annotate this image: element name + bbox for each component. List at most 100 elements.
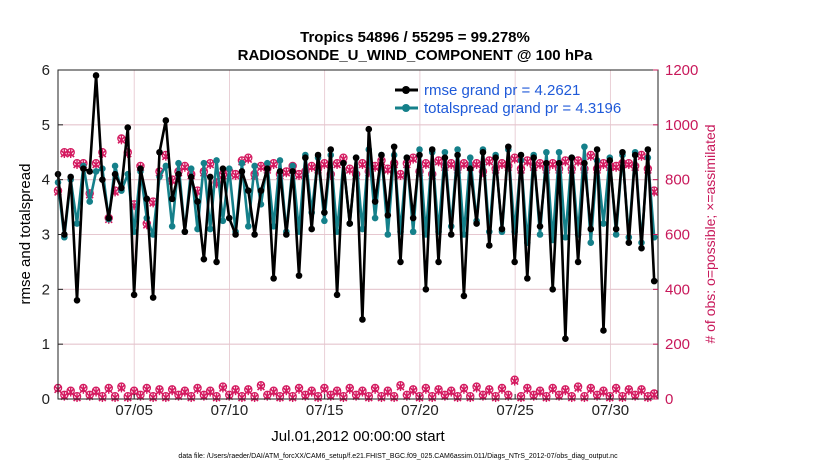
obs-assimilated-marker bbox=[542, 393, 551, 403]
rmse-point bbox=[536, 222, 544, 230]
totalspread-point bbox=[175, 159, 182, 167]
obs-assimilated-marker bbox=[295, 171, 303, 180]
obs-assimilated-marker bbox=[250, 393, 259, 403]
rmse-point bbox=[403, 154, 411, 162]
legend-rmse-label: rmse grand pr = 4.2621 bbox=[424, 82, 580, 99]
rmse-point bbox=[524, 275, 531, 282]
totalspread-point bbox=[600, 220, 607, 227]
obs-assimilated-marker bbox=[485, 386, 494, 396]
obs-assimilated-marker bbox=[453, 393, 462, 403]
legend-totalspread-marker bbox=[402, 104, 410, 112]
obs-assimilated-marker bbox=[624, 160, 633, 169]
obs-assimilated-marker bbox=[193, 385, 202, 394]
obs-assimilated-marker bbox=[237, 393, 246, 403]
obs-assimilated-marker bbox=[269, 160, 278, 169]
totalspread-point bbox=[371, 214, 379, 222]
rmse-point bbox=[346, 220, 354, 227]
rmse-point bbox=[314, 151, 322, 159]
rmse-point bbox=[587, 225, 595, 233]
obs-assimilated-marker bbox=[428, 393, 437, 403]
series-lines bbox=[54, 72, 658, 342]
obs-assimilated-marker bbox=[485, 157, 494, 167]
obs-assimilated-marker bbox=[92, 387, 101, 397]
y-axis-label-left: rmse and totalspread bbox=[17, 164, 34, 305]
obs-assimilated-marker bbox=[149, 393, 158, 403]
totalspread-point bbox=[276, 157, 284, 164]
obs-assimilated-marker bbox=[123, 393, 132, 403]
obs-assimilated-marker bbox=[517, 393, 525, 403]
obs-assimilated-marker bbox=[187, 393, 196, 403]
totalspread-point bbox=[238, 159, 246, 167]
obs-assimilated-marker bbox=[339, 393, 348, 403]
rmse-point bbox=[283, 231, 290, 238]
rmse-point bbox=[460, 292, 468, 300]
rmse-point bbox=[581, 159, 588, 167]
obs-assimilated-marker bbox=[314, 393, 323, 403]
totalspread-point bbox=[219, 217, 227, 225]
obs-assimilated-marker bbox=[523, 385, 532, 394]
tick-label-right: 0 bbox=[665, 391, 673, 408]
obs-assimilated-marker bbox=[371, 385, 380, 394]
rmse-point bbox=[397, 258, 404, 266]
rmse-point bbox=[321, 209, 328, 216]
obs-assimilated-marker bbox=[574, 157, 583, 167]
obs-assimilated-marker bbox=[491, 393, 500, 403]
obs-assimilated-marker bbox=[510, 376, 519, 386]
footnote: data file: /Users/raeder/DAI/ATM_forcXX/… bbox=[178, 453, 618, 460]
rmse-point bbox=[289, 168, 296, 175]
obs-assimilated-marker bbox=[498, 385, 506, 394]
totalspread-point bbox=[73, 220, 81, 227]
obs-assimilated-marker bbox=[276, 393, 284, 403]
rmse-point bbox=[530, 154, 537, 162]
legend-rmse-marker bbox=[402, 86, 410, 94]
rmse-point bbox=[92, 72, 100, 79]
rmse-point bbox=[505, 143, 512, 151]
obs-assimilated-marker bbox=[567, 393, 576, 403]
obs-assimilated-marker bbox=[60, 149, 69, 159]
tick-label-left: 3 bbox=[42, 227, 50, 244]
rmse-point bbox=[466, 165, 474, 172]
obs-assimilated-marker bbox=[459, 160, 468, 169]
obs-assimilated-marker bbox=[383, 387, 392, 397]
rmse-point bbox=[308, 225, 315, 233]
obs-assimilated-marker bbox=[256, 382, 265, 392]
totalspread-point bbox=[581, 143, 588, 151]
obs-assimilated-marker bbox=[282, 168, 291, 178]
obs-assimilated-marker bbox=[256, 162, 265, 172]
rmse-point bbox=[600, 327, 607, 334]
chart-title-line2: RADIOSONDE_U_WIND_COMPONENT @ 100 hPa bbox=[238, 47, 593, 64]
rmse-point bbox=[86, 168, 94, 175]
obs-assimilated-marker bbox=[574, 383, 583, 393]
rmse-point bbox=[416, 151, 423, 159]
rmse-point bbox=[492, 154, 499, 162]
obs-assimilated-marker bbox=[586, 385, 595, 394]
totalspread-point bbox=[213, 157, 220, 164]
rmse-point bbox=[105, 214, 113, 222]
rmse-point bbox=[340, 159, 347, 167]
obs-assimilated-marker bbox=[111, 393, 120, 403]
chart-title-line1: Tropics 54896 / 55295 = 99.278% bbox=[300, 29, 530, 46]
rmse-point bbox=[130, 291, 138, 299]
obs-assimilated-marker bbox=[142, 385, 151, 394]
totalspread-point bbox=[543, 148, 550, 156]
rmse-point bbox=[447, 231, 455, 238]
obs-assimilated-marker bbox=[580, 393, 589, 403]
rmse-point bbox=[365, 125, 373, 133]
obs-assimilated-marker bbox=[155, 386, 164, 396]
obs-assimilated-marker bbox=[472, 383, 481, 393]
x-axis-label: Jul.01,2012 00:00:00 start bbox=[271, 428, 445, 445]
obs-assimilated-marker bbox=[466, 393, 475, 403]
obs-assimilated-marker bbox=[320, 385, 329, 394]
obs-assimilated-marker bbox=[643, 393, 652, 403]
rmse-point bbox=[606, 157, 614, 164]
obs-assimilated-marker bbox=[536, 160, 544, 169]
tick-label-left: 5 bbox=[42, 117, 50, 134]
obs-assimilated-marker bbox=[206, 160, 215, 169]
axis-ticks: 0 1 2 3 4 5 6 0 200 400 600 800 1000 1200 07/05 07/10 07… bbox=[42, 62, 699, 419]
obs-assimilated-marker bbox=[244, 154, 253, 164]
rmse-point bbox=[143, 195, 151, 203]
obs-assimilated-marker bbox=[307, 162, 316, 172]
rmse-point bbox=[650, 277, 658, 285]
obs-assimilated-marker bbox=[295, 385, 303, 394]
obs-assimilated-marker bbox=[447, 387, 456, 397]
